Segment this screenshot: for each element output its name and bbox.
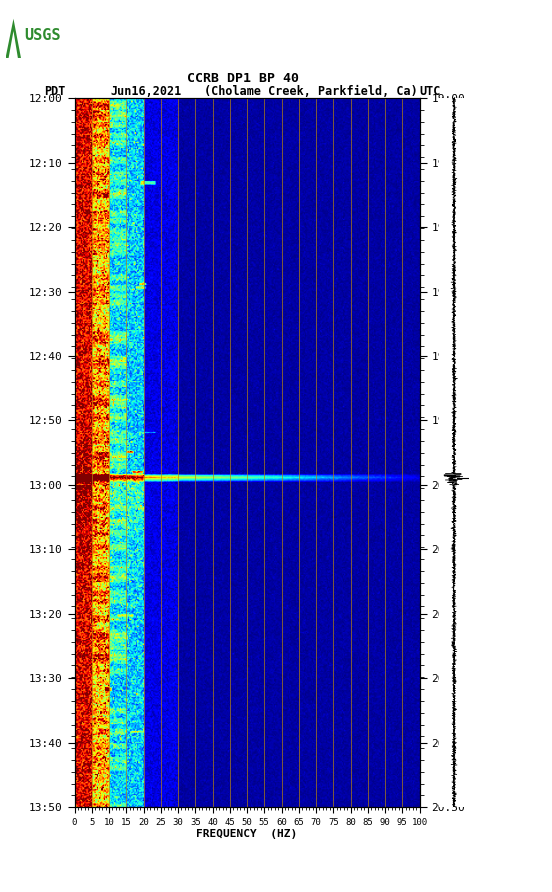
Text: Jun16,2021: Jun16,2021	[110, 86, 182, 98]
Text: CCRB DP1 BP 40: CCRB DP1 BP 40	[187, 72, 299, 85]
Text: PDT: PDT	[44, 86, 66, 98]
Text: USGS: USGS	[24, 29, 61, 44]
Text: (Cholame Creek, Parkfield, Ca): (Cholame Creek, Parkfield, Ca)	[204, 86, 418, 98]
Polygon shape	[6, 19, 21, 58]
X-axis label: FREQUENCY  (HZ): FREQUENCY (HZ)	[197, 830, 298, 839]
Text: UTC: UTC	[420, 86, 441, 98]
